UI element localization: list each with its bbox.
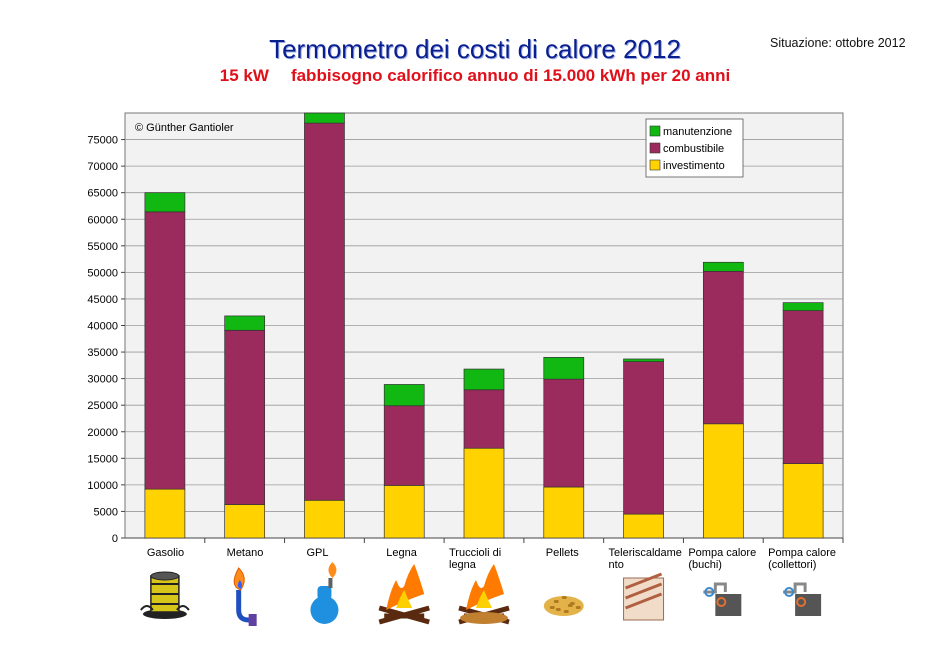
- bar-combustibile: [463, 389, 505, 449]
- gas-flame-icon: [233, 567, 257, 626]
- bar-combustibile: [543, 378, 585, 488]
- legend-box: [645, 118, 744, 178]
- y-tick-label: 40000: [87, 321, 118, 333]
- bar-investimento: [144, 488, 186, 539]
- bar-manutenzione: [463, 368, 505, 391]
- bar-manutenzione: [304, 112, 345, 124]
- legend-swatch: [649, 142, 661, 154]
- bar-investimento: [543, 486, 585, 539]
- status-date: Situazione: ottobre 2012: [770, 36, 906, 50]
- bar-investimento: [224, 504, 266, 539]
- legend-swatch: [649, 125, 661, 137]
- y-tick-label: 65000: [87, 188, 118, 200]
- bar-manutenzione: [144, 192, 186, 213]
- x-tick-label: GPL: [306, 547, 328, 559]
- wood-chips-fire-icon: [458, 564, 510, 625]
- bar-combustibile: [383, 405, 425, 486]
- gpl-tank-icon: [310, 562, 339, 624]
- legend-label: manutenzione: [663, 126, 732, 138]
- x-tick-label: Metano: [227, 547, 264, 559]
- y-tick-label: 0: [112, 533, 118, 545]
- y-tick-label: 25000: [87, 400, 118, 412]
- bar-manutenzione: [782, 302, 824, 311]
- y-tick-label: 50000: [87, 267, 118, 279]
- bar-combustibile: [702, 270, 744, 425]
- heat-pump-icon: [703, 582, 742, 616]
- bar-investimento: [383, 485, 425, 539]
- bar-combustibile: [144, 211, 186, 490]
- y-tick-label: 5000: [94, 506, 118, 518]
- bar-combustibile: [224, 329, 266, 505]
- bar-combustibile: [782, 310, 824, 464]
- bar-investimento: [304, 499, 345, 539]
- bar-combustibile: [623, 361, 664, 515]
- x-tick-label: Gasolio: [147, 547, 184, 559]
- district-heating-pipes-icon: [623, 572, 665, 621]
- bar-combustibile: [304, 122, 345, 501]
- y-tick-label: 70000: [87, 161, 118, 173]
- bar-investimento: [702, 423, 744, 539]
- bar-manutenzione: [224, 315, 266, 331]
- oil-barrel-icon: [140, 571, 190, 619]
- heat-pump-collector-icon: [783, 582, 822, 616]
- chart-title: Termometro dei costi di calore 2012: [269, 34, 681, 64]
- bar-manutenzione: [383, 384, 425, 407]
- y-tick-label: 15000: [87, 453, 118, 465]
- legend-label: investimento: [663, 160, 725, 172]
- bar-investimento: [623, 513, 664, 539]
- bar-manutenzione: [543, 357, 585, 380]
- bar-manutenzione: [623, 358, 664, 362]
- x-tick-label: Teleriscaldame nto: [609, 547, 682, 571]
- x-tick-label: Pellets: [546, 547, 580, 559]
- subtitle-power: 15 kW: [219, 66, 269, 85]
- y-tick-label: 75000: [87, 135, 118, 147]
- pellets-icon: [543, 596, 584, 616]
- legend-label: combustibile: [663, 143, 724, 155]
- copyright-notice: © Günther Gantioler: [135, 122, 234, 134]
- legend-swatch: [649, 159, 661, 171]
- firewood-icon: [378, 564, 430, 625]
- chart-subtitle: 15 kW fabbisogno calorifico annuo di 15.0…: [0, 66, 950, 86]
- y-tick-label: 30000: [87, 374, 118, 386]
- y-tick-label: 10000: [87, 480, 118, 492]
- y-tick-label: 55000: [87, 241, 118, 253]
- y-tick-label: 45000: [87, 294, 118, 306]
- bar-investimento: [463, 447, 505, 539]
- y-tick-label: 20000: [87, 427, 118, 439]
- y-tick-label: 35000: [87, 347, 118, 359]
- bar-manutenzione: [702, 261, 744, 272]
- legend: manutenzione combustibile investimento: [645, 118, 744, 178]
- x-tick-label: Pompa calore (collettori): [768, 547, 836, 571]
- y-tick-label: 60000: [87, 214, 118, 226]
- x-tick-label: Truccioli di legna: [449, 547, 501, 571]
- x-tick-label: Pompa calore (buchi): [688, 547, 756, 571]
- subtitle-description: fabbisogno calorifico annuo di 15.000 kW…: [290, 66, 731, 85]
- x-tick-label: Legna: [386, 547, 417, 559]
- bar-investimento: [782, 463, 824, 539]
